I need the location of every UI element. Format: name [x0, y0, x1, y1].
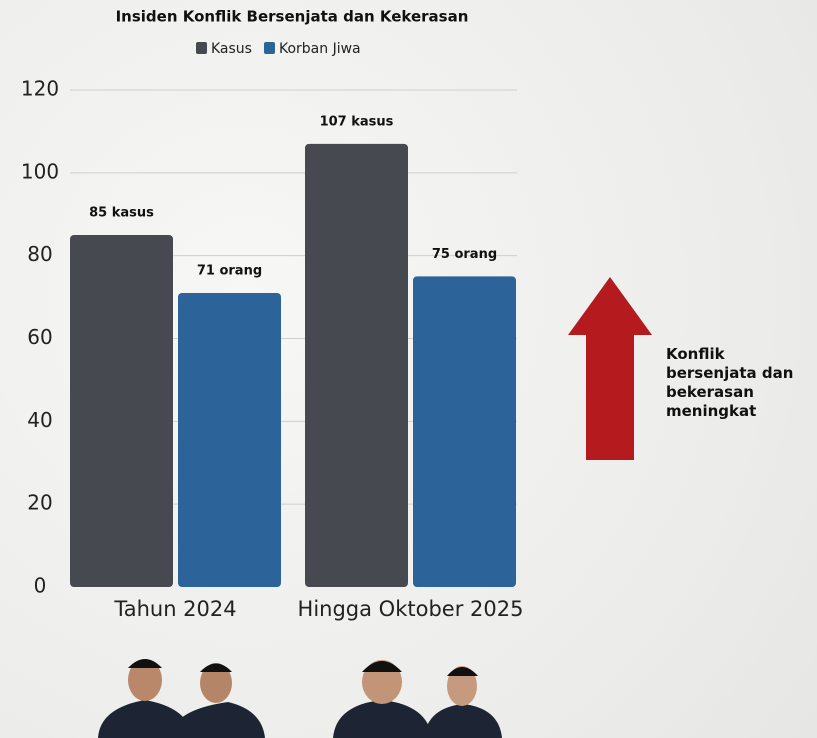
chart-title: Insiden Konflik Bersenjata dan Kekerasan: [116, 8, 469, 26]
value-label: 75 orang: [432, 247, 497, 262]
bar: [70, 235, 173, 587]
y-tick-label: 120: [21, 77, 59, 101]
bar: [413, 276, 516, 587]
y-tick-label: 20: [27, 491, 52, 515]
value-label: 85 kasus: [89, 205, 154, 220]
page: Insiden Konflik Bersenjata dan Kekerasan…: [0, 0, 817, 738]
bar: [305, 144, 408, 587]
x-tick-label: Hingga Oktober 2025: [298, 597, 524, 621]
legend-label: Korban Jiwa: [279, 41, 361, 57]
arrow: [568, 277, 652, 460]
x-tick-label: Tahun 2024: [113, 597, 236, 621]
y-tick-label: 40: [27, 408, 52, 432]
photos: [98, 659, 502, 738]
legend-swatch: [196, 42, 207, 54]
y-tick-label: 0: [34, 574, 47, 598]
y-tick-label: 60: [27, 325, 52, 349]
y-tick-label: 80: [27, 242, 52, 266]
value-label: 107 kasus: [320, 114, 394, 129]
legend-swatch: [264, 42, 275, 54]
bar: [178, 293, 281, 587]
y-tick-label: 100: [21, 159, 59, 183]
annotation: Konflik bersenjata dan bekerasan meningk…: [666, 345, 816, 421]
legend-label: Kasus: [211, 41, 252, 57]
value-label: 71 orang: [197, 263, 262, 278]
